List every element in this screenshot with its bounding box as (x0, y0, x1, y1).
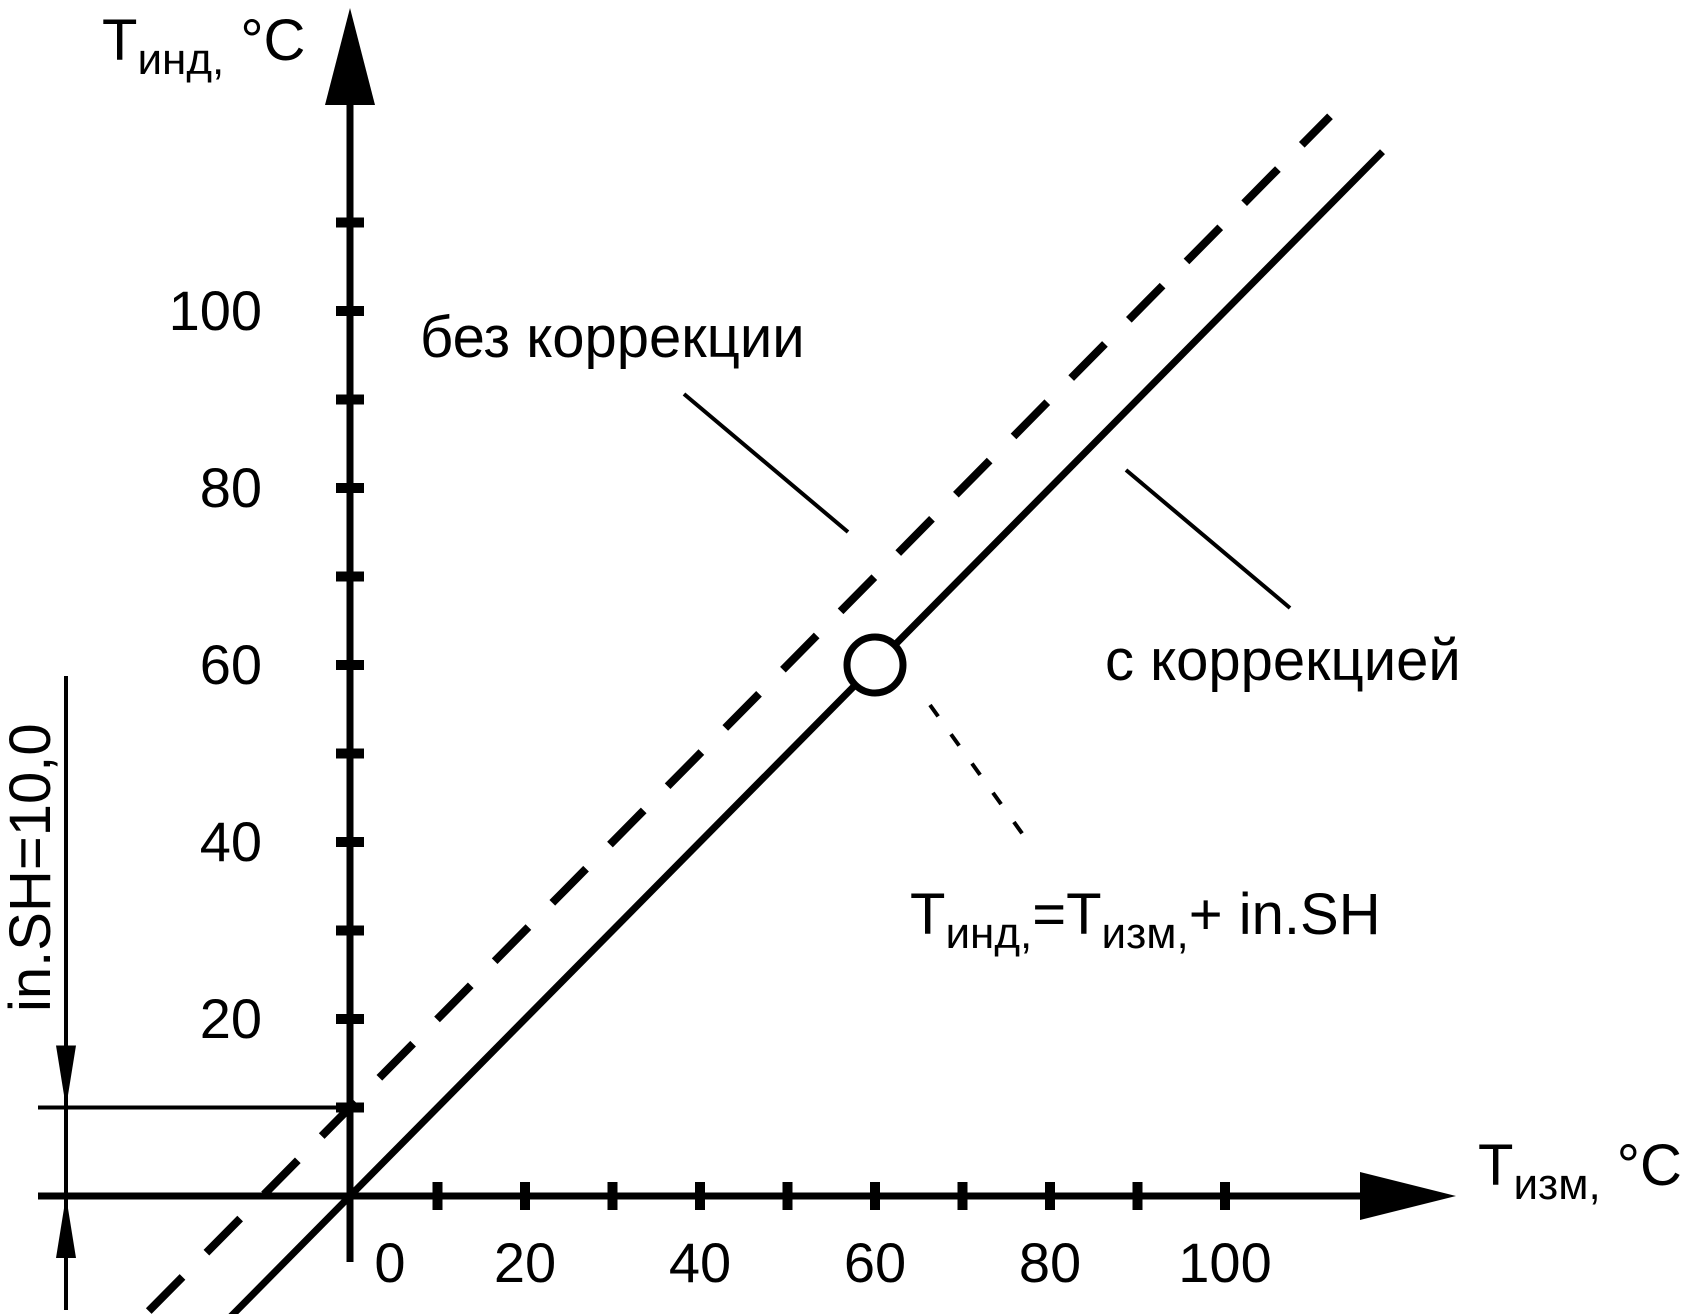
formula-t-izm: =T (1032, 882, 1101, 947)
marker-point (843, 633, 907, 697)
x-axis-label-main: T (1478, 1133, 1513, 1198)
formula-label: Tинд,=Tизм,+ in.SH (910, 882, 1381, 958)
x-ticks: 0 20 40 60 80 100 (374, 1182, 1272, 1294)
shift-arrow-up (56, 1196, 76, 1258)
formula-t-izm-sub: изм, (1102, 909, 1189, 958)
leader-line-s-korrektsiei (1124, 468, 1292, 610)
series-label-bez-korrektsii: без коррекции (420, 305, 805, 370)
x-axis-label: Tизм, °C (1478, 1133, 1682, 1209)
shift-dimension: in.SH=10,0 (0, 676, 350, 1310)
y-tick-label: 40 (200, 810, 262, 873)
y-tick-label: 80 (200, 456, 262, 519)
series-line-s-korrektsiei (145, 113, 1333, 1314)
y-tick-label: 100 (169, 279, 262, 342)
shift-label: in.SH=10,0 (0, 723, 63, 1012)
x-axis-label-unit: °C (1601, 1133, 1682, 1198)
shift-arrow-down (56, 1045, 76, 1108)
x-axis-arrow (1360, 1172, 1456, 1220)
x-tick-label: 60 (844, 1231, 906, 1294)
y-tick-label: 20 (200, 987, 262, 1050)
formula-t-ind-sub: инд, (945, 909, 1032, 958)
series-line-bez-korrektsii (228, 149, 1385, 1314)
x-axis-label-sub: изм, (1513, 1160, 1600, 1209)
y-axis-label-main: T (102, 8, 137, 73)
y-axis-label-sub: инд, (137, 35, 224, 84)
y-axis-label-unit: °C (224, 8, 305, 73)
formula-leader-line (928, 703, 1036, 852)
y-axis-label: Tинд, °C (102, 8, 305, 84)
formula-t-ind: T (910, 882, 945, 947)
y-axis-arrow (325, 8, 375, 105)
x-tick-label: 0 (374, 1231, 405, 1294)
x-tick-label: 80 (1019, 1231, 1081, 1294)
series-label-s-korrektsiei: с коррекцией (1105, 628, 1461, 693)
y-tick-label: 60 (200, 633, 262, 696)
x-tick-label: 40 (669, 1231, 731, 1294)
x-tick-label: 100 (1178, 1231, 1271, 1294)
leader-line-bez-korrektsii (682, 392, 850, 534)
x-tick-label: 20 (494, 1231, 556, 1294)
formula-plus-shift: + in.SH (1189, 882, 1381, 947)
y-ticks: 20 40 60 80 100 (169, 217, 364, 1113)
